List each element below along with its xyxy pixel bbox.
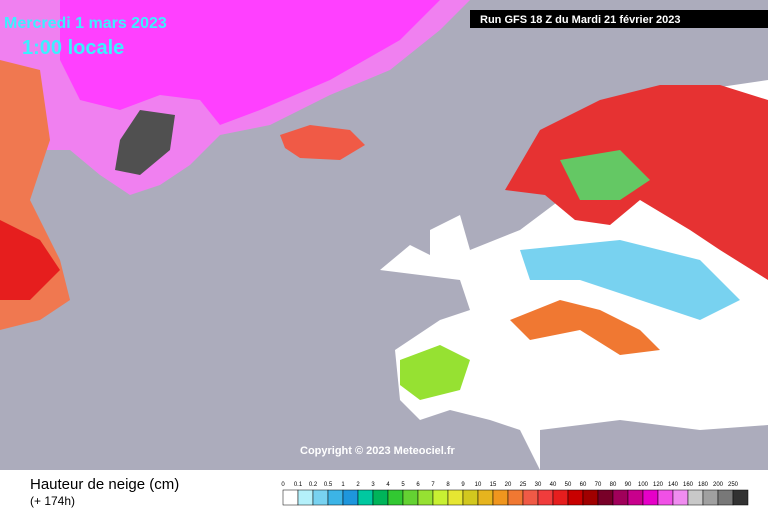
legend-swatch [447, 489, 464, 506]
legend-label: 100 [638, 482, 649, 488]
legend-label: 5 [401, 482, 405, 488]
britain [430, 215, 470, 275]
legend-swatch [522, 489, 539, 506]
run-box [470, 10, 768, 28]
legend-label: 30 [535, 482, 542, 488]
legend-label: 9 [461, 482, 465, 488]
iberia-snow [400, 345, 470, 400]
legend-swatch [417, 489, 434, 506]
legend-label: 20 [505, 482, 512, 488]
legend-label: 8 [446, 482, 450, 488]
labrador [0, 220, 60, 300]
legend-label: 0.5 [324, 482, 333, 488]
legend-swatch [552, 489, 569, 506]
legend-label: 10 [475, 482, 482, 488]
legend-label: 0.2 [309, 482, 318, 488]
legend-label: 140 [668, 482, 679, 488]
run-label: Run GFS 18 Z du Mardi 21 février 2023 [480, 14, 681, 26]
legend-label: 6 [416, 482, 420, 488]
legend: 0 0.1 0.2 0.5 1 2 3 4 5 6 7 8 9 10 15 20 25 30 40 50 60 70 80 9… [281, 482, 749, 506]
legend-label: 160 [683, 482, 694, 488]
legend-swatch [312, 489, 329, 506]
legend-swatch [507, 489, 524, 506]
copyright: Copyright © 2023 Meteociel.fr [300, 445, 456, 457]
footer-title: Hauteur de neige (cm) [30, 476, 179, 493]
legend-label: 0 [281, 482, 285, 488]
legend-label: 90 [625, 482, 632, 488]
greenland-core [60, 0, 440, 125]
legend-label: 0.1 [294, 482, 303, 488]
legend-swatch [462, 489, 479, 506]
legend-label: 25 [520, 482, 527, 488]
mediterranean [540, 420, 768, 470]
legend-swatch [657, 489, 674, 506]
legend-label: 7 [431, 482, 435, 488]
legend-swatch [492, 489, 509, 506]
legend-label: 60 [580, 482, 587, 488]
legend-swatch [357, 489, 374, 506]
legend-swatch [432, 489, 449, 506]
legend-label: 2 [356, 482, 360, 488]
legend-swatch [372, 489, 389, 506]
legend-label: 3 [371, 482, 375, 488]
central-snow [520, 240, 740, 320]
legend-swatch [537, 489, 554, 506]
legend-swatch [282, 489, 299, 506]
legend-label: 180 [698, 482, 709, 488]
scandinavia-green [560, 150, 650, 200]
time-label: 1:00 locale [22, 37, 124, 59]
legend-label: 70 [595, 482, 602, 488]
legend-swatch [612, 489, 629, 506]
date-label: Mercredi 1 mars 2023 [4, 15, 167, 32]
legend-swatch [387, 489, 404, 506]
legend-swatch [642, 489, 659, 506]
legend-label: 40 [550, 482, 557, 488]
legend-swatch [687, 489, 704, 506]
iceland [280, 125, 365, 160]
legend-label: 200 [713, 482, 724, 488]
alps-snow [510, 300, 660, 355]
footer-lead: (+ 174h) [30, 494, 75, 508]
legend-label: 80 [610, 482, 617, 488]
legend-swatch [627, 489, 644, 506]
legend-swatch [402, 489, 419, 506]
legend-label: 1 [341, 482, 345, 488]
legend-swatch [582, 489, 599, 506]
legend-swatch [342, 489, 359, 506]
legend-swatch [702, 489, 719, 506]
legend-swatch [732, 489, 749, 506]
legend-label: 50 [565, 482, 572, 488]
legend-swatch [297, 489, 314, 506]
legend-swatch [567, 489, 584, 506]
legend-swatch [717, 489, 734, 506]
legend-swatch [672, 489, 689, 506]
legend-swatch [597, 489, 614, 506]
legend-label: 120 [653, 482, 664, 488]
legend-label: 4 [386, 482, 390, 488]
legend-swatch [477, 489, 494, 506]
legend-label: 15 [490, 482, 497, 488]
greenland-peak [115, 110, 175, 175]
legend-swatch [327, 489, 344, 506]
legend-label: 250 [728, 482, 739, 488]
